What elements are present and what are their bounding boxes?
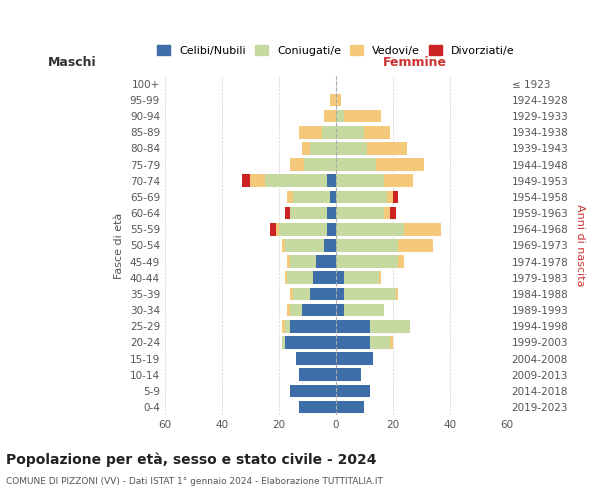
Bar — [398, 239, 433, 252]
Bar — [327, 207, 336, 220]
Bar — [322, 126, 336, 138]
Bar — [336, 174, 384, 187]
Bar — [367, 142, 407, 154]
Bar — [336, 272, 344, 284]
Bar — [330, 94, 336, 106]
Bar — [336, 142, 367, 154]
Bar — [330, 190, 336, 203]
Bar — [398, 256, 404, 268]
Bar — [290, 304, 302, 316]
Bar — [290, 256, 316, 268]
Bar — [287, 190, 293, 203]
Bar — [299, 126, 322, 138]
Y-axis label: Anni di nascita: Anni di nascita — [575, 204, 585, 286]
Bar — [302, 142, 310, 154]
Bar — [290, 158, 304, 171]
Bar — [284, 320, 290, 332]
Bar — [293, 190, 330, 203]
Bar — [336, 94, 341, 106]
Bar — [336, 190, 387, 203]
Bar — [390, 207, 395, 220]
Bar — [336, 110, 344, 122]
Bar — [336, 256, 398, 268]
Bar — [336, 126, 364, 138]
Bar — [336, 207, 384, 220]
Bar — [327, 223, 336, 235]
Bar — [364, 126, 390, 138]
Bar — [296, 352, 336, 365]
Bar — [336, 158, 376, 171]
Bar — [376, 158, 424, 171]
Bar — [336, 304, 344, 316]
Bar — [327, 174, 336, 187]
Bar — [344, 110, 382, 122]
Bar — [276, 223, 279, 235]
Y-axis label: Fasce di età: Fasce di età — [114, 212, 124, 278]
Bar — [281, 336, 284, 348]
Bar — [284, 207, 290, 220]
Bar — [310, 142, 336, 154]
Bar — [384, 174, 413, 187]
Bar — [336, 336, 370, 348]
Bar — [336, 352, 373, 365]
Bar — [299, 368, 336, 381]
Bar — [290, 320, 336, 332]
Bar — [299, 401, 336, 413]
Bar — [336, 239, 398, 252]
Bar — [287, 256, 290, 268]
Bar — [287, 304, 290, 316]
Bar — [370, 320, 410, 332]
Bar — [265, 174, 327, 187]
Bar — [336, 368, 361, 381]
Bar — [404, 223, 441, 235]
Bar — [370, 336, 390, 348]
Bar — [325, 239, 336, 252]
Text: Popolazione per età, sesso e stato civile - 2024: Popolazione per età, sesso e stato civil… — [6, 452, 377, 467]
Bar — [250, 174, 265, 187]
Bar — [336, 401, 364, 413]
Bar — [344, 272, 379, 284]
Bar — [344, 288, 395, 300]
Bar — [316, 256, 336, 268]
Bar — [313, 272, 336, 284]
Bar — [242, 174, 250, 187]
Legend: Celibi/Nubili, Coniugati/e, Vedovi/e, Divorziati/e: Celibi/Nubili, Coniugati/e, Vedovi/e, Di… — [152, 40, 519, 60]
Bar — [302, 304, 336, 316]
Bar — [284, 239, 325, 252]
Bar — [284, 272, 287, 284]
Bar — [325, 110, 336, 122]
Bar — [304, 158, 336, 171]
Bar — [284, 336, 336, 348]
Bar — [293, 288, 310, 300]
Text: Femmine: Femmine — [382, 56, 446, 69]
Bar — [336, 223, 404, 235]
Bar — [395, 288, 398, 300]
Bar — [379, 272, 382, 284]
Bar — [287, 272, 313, 284]
Bar — [344, 304, 384, 316]
Bar — [281, 239, 284, 252]
Bar — [281, 320, 284, 332]
Text: Maschi: Maschi — [48, 56, 97, 69]
Bar — [279, 223, 327, 235]
Text: COMUNE DI PIZZONI (VV) - Dati ISTAT 1° gennaio 2024 - Elaborazione TUTTITALIA.IT: COMUNE DI PIZZONI (VV) - Dati ISTAT 1° g… — [6, 478, 383, 486]
Bar — [336, 288, 344, 300]
Bar — [290, 288, 293, 300]
Bar — [393, 190, 398, 203]
Bar — [390, 336, 393, 348]
Bar — [290, 207, 327, 220]
Bar — [387, 190, 393, 203]
Bar — [384, 207, 390, 220]
Bar — [270, 223, 276, 235]
Bar — [310, 288, 336, 300]
Bar — [290, 384, 336, 397]
Bar — [336, 384, 370, 397]
Bar — [336, 320, 370, 332]
